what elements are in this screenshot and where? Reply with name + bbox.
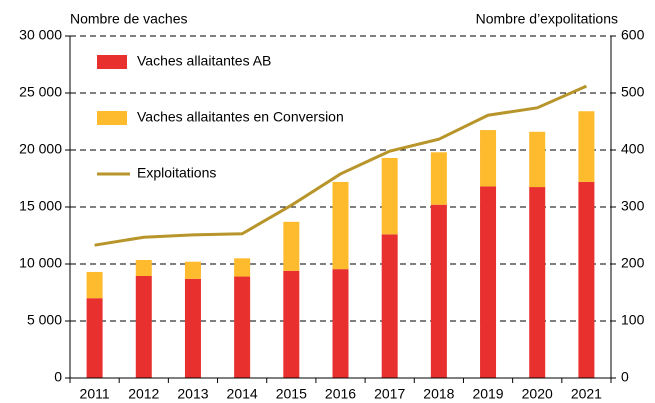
y-axis-label: Nombre de vaches — [70, 11, 188, 27]
y-tick-label: 25 000 — [19, 84, 62, 100]
x-tick-label: 2020 — [522, 386, 553, 402]
y2-axis-label: Nombre d’expolitations — [476, 11, 618, 27]
x-tick-label: 2016 — [325, 386, 356, 402]
legend-label: Vaches allaitantes en Conversion — [137, 109, 344, 125]
x-tick-label: 2013 — [177, 386, 208, 402]
legend-swatch — [97, 55, 127, 69]
bar — [578, 111, 595, 182]
bar — [332, 181, 349, 270]
bar — [578, 181, 595, 378]
x-tick-label: 2011 — [80, 386, 110, 402]
x-tick-label: 2017 — [374, 386, 405, 402]
bar — [529, 187, 546, 378]
x-tick-label: 2012 — [128, 386, 159, 402]
bar — [86, 298, 103, 378]
bar — [283, 270, 300, 378]
y-tick-label: 15 000 — [19, 198, 62, 214]
x-tick-label: 2014 — [227, 386, 258, 402]
bar — [283, 221, 300, 271]
bar — [234, 258, 251, 277]
y2-tick-label: 0 — [621, 369, 629, 385]
x-tick-label: 2018 — [423, 386, 454, 402]
bar — [184, 278, 201, 378]
y2-tick-label: 200 — [621, 255, 645, 271]
bar — [480, 186, 497, 378]
x-tick-label: 2015 — [276, 386, 307, 402]
legend-label: Exploitations — [137, 165, 216, 181]
y2-tick-label: 400 — [621, 141, 645, 157]
y-tick-label: 20 000 — [19, 141, 62, 157]
bar — [430, 152, 447, 205]
y2-tick-label: 500 — [621, 84, 645, 100]
line — [94, 84, 588, 247]
y-tick-label: 30 000 — [19, 27, 62, 43]
bar — [234, 276, 251, 378]
bar — [135, 275, 152, 378]
bar — [332, 269, 349, 378]
y2-tick-label: 300 — [621, 198, 645, 214]
legend-swatch — [97, 111, 127, 125]
bar — [135, 260, 152, 276]
x-tick-label: 2019 — [472, 386, 503, 402]
y-tick-label: 5 000 — [27, 312, 62, 328]
x-tick-label: 2021 — [571, 386, 602, 402]
bar — [381, 234, 398, 378]
legend-label: Vaches allaitantes AB — [137, 53, 271, 69]
bar — [430, 204, 447, 378]
y2-tick-label: 100 — [621, 312, 645, 328]
y-tick-label: 10 000 — [19, 255, 62, 271]
y2-tick-label: 600 — [621, 27, 645, 43]
y-tick-label: 0 — [54, 369, 62, 385]
bar — [86, 271, 103, 299]
bar — [381, 157, 398, 235]
bar — [480, 130, 497, 187]
bar — [184, 261, 201, 279]
bar — [529, 131, 546, 188]
